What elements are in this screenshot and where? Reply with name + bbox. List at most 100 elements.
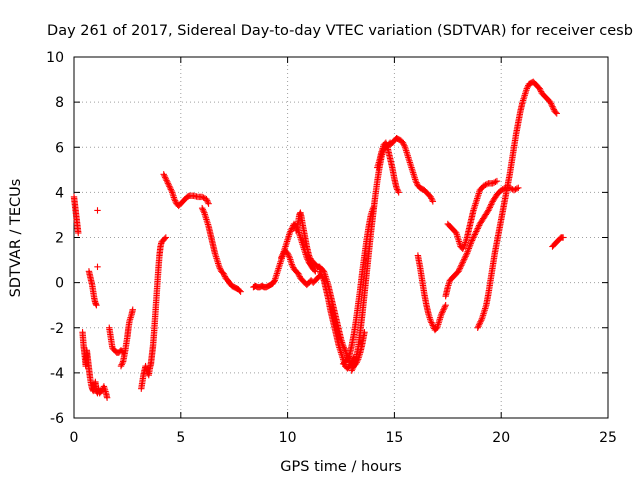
- data-point: [441, 304, 448, 312]
- axis-ticks: [73, 56, 609, 419]
- data-point: [288, 225, 296, 232]
- data-point: [203, 197, 211, 204]
- data-point: [553, 110, 560, 117]
- data-point: [200, 207, 207, 215]
- data-point: [457, 263, 464, 271]
- data-point: [94, 207, 101, 214]
- y-axis-label: SDTVAR / TECUs: [8, 179, 24, 298]
- data-point: [236, 287, 243, 294]
- data-point: [442, 301, 449, 309]
- data-point: [524, 83, 531, 91]
- data-point: [470, 234, 477, 241]
- data-point: [489, 180, 496, 187]
- data-point: [345, 353, 353, 360]
- data-point: [459, 259, 466, 266]
- data-point: [393, 184, 400, 192]
- data-point: [485, 207, 492, 214]
- data-point: [161, 174, 169, 181]
- data-point: [440, 306, 447, 313]
- data-point: [284, 250, 291, 257]
- data-point: [311, 267, 318, 274]
- data-point: [295, 271, 303, 279]
- x-tick-label: 25: [599, 430, 617, 446]
- data-point: [468, 238, 475, 246]
- data-point: [171, 195, 178, 203]
- data-point: [515, 184, 522, 192]
- data-point: [427, 193, 434, 201]
- data-point: [413, 179, 420, 186]
- data-point: [512, 186, 519, 193]
- data-point: [455, 266, 463, 274]
- data-point: [395, 189, 402, 196]
- data-point: [547, 98, 554, 106]
- data-point: [548, 101, 555, 109]
- data-point: [166, 184, 174, 192]
- data-point: [488, 201, 495, 208]
- data-point: [160, 171, 167, 178]
- data-point: [472, 229, 479, 237]
- data-point: [400, 141, 407, 148]
- data-point: [305, 252, 313, 259]
- data-point: [205, 200, 212, 207]
- data-point: [285, 253, 293, 260]
- data-point: [460, 256, 468, 263]
- data-point: [216, 265, 224, 272]
- data-point: [549, 104, 557, 112]
- data-point: [401, 142, 408, 149]
- data-point: [455, 268, 462, 275]
- data-point: [161, 235, 168, 242]
- data-point: [468, 237, 476, 244]
- data-point: [486, 204, 494, 211]
- data-point: [287, 226, 295, 234]
- data-point: [200, 194, 207, 201]
- x-tick-label: 15: [385, 430, 403, 446]
- data-point: [477, 318, 484, 325]
- data-point: [129, 306, 136, 313]
- x-tick-label: 10: [279, 430, 297, 446]
- data-point: [270, 278, 278, 285]
- data-point: [318, 272, 325, 280]
- data-point: [428, 319, 435, 326]
- data-point: [118, 361, 125, 368]
- data-point: [441, 303, 449, 310]
- data-point: [428, 320, 436, 328]
- data-point: [319, 274, 326, 281]
- data-point: [348, 367, 355, 374]
- data-point: [162, 175, 170, 183]
- data-point: [547, 100, 555, 107]
- data-point: [306, 253, 313, 261]
- data-point: [285, 251, 292, 258]
- data-point: [349, 364, 357, 371]
- data-point: [470, 232, 478, 240]
- data-point: [394, 187, 402, 195]
- data-point: [286, 229, 293, 237]
- chart-title: Day 261 of 2017, Sidereal Day-to-day VTE…: [47, 23, 633, 39]
- data-point: [478, 317, 485, 324]
- data-point: [461, 254, 469, 262]
- data-point: [164, 178, 171, 186]
- data-point: [199, 206, 207, 213]
- data-point: [278, 253, 286, 260]
- data-point: [460, 244, 467, 251]
- data-point: [428, 196, 436, 204]
- data-point: [163, 177, 170, 184]
- data-point: [536, 85, 543, 92]
- data-point: [488, 199, 496, 207]
- data-point: [288, 261, 296, 268]
- data-point: [287, 228, 294, 235]
- x-tick-label: 0: [70, 430, 79, 446]
- data-point: [458, 260, 466, 268]
- data-point: [412, 177, 419, 185]
- tick-labels: 0 5 10 15 20 25 -6 -4 -2 0 2 4 6 8 10: [46, 50, 617, 446]
- data-point: [277, 254, 285, 262]
- data-point: [475, 223, 482, 231]
- y-tick-label: 10: [46, 50, 64, 66]
- data-point: [484, 208, 491, 215]
- data-point: [490, 179, 498, 186]
- data-point: [93, 301, 100, 309]
- y-tick-label: 4: [55, 185, 64, 201]
- data-point: [94, 263, 101, 271]
- data-point: [316, 268, 323, 275]
- data-point: [475, 323, 482, 330]
- data-point: [492, 178, 499, 186]
